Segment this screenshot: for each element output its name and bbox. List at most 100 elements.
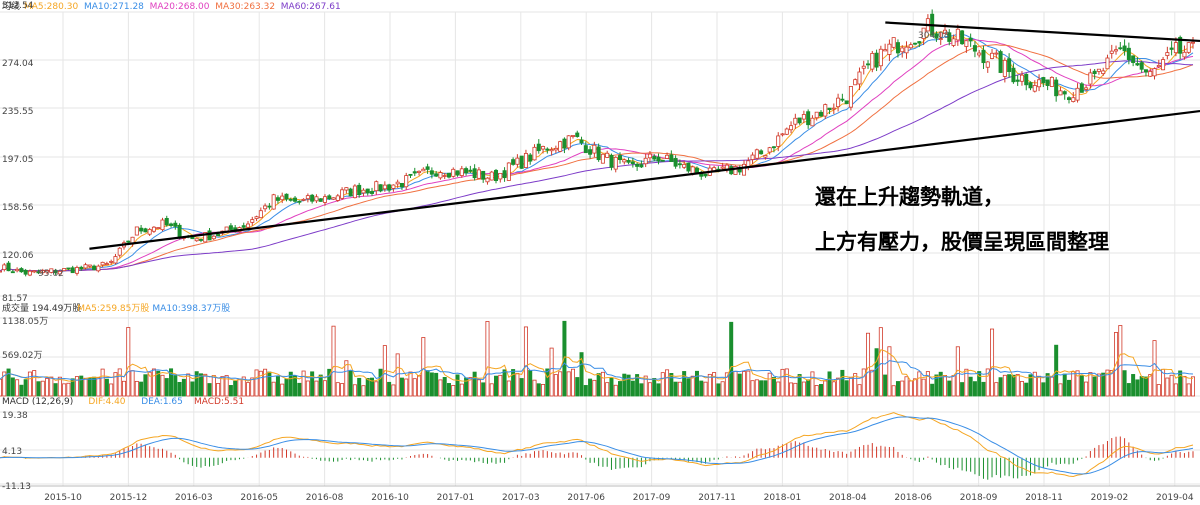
candle-body bbox=[297, 200, 302, 203]
candle-body bbox=[23, 269, 28, 275]
volume-bar bbox=[186, 373, 191, 397]
candle-body bbox=[515, 157, 520, 165]
volume-bar bbox=[335, 382, 340, 397]
volume-bar bbox=[733, 370, 738, 397]
macd-tick-1: 4.13 bbox=[2, 447, 22, 457]
volume-bar bbox=[0, 378, 3, 397]
volume-bar bbox=[866, 332, 871, 397]
volume-bar bbox=[297, 382, 302, 397]
candle-body bbox=[378, 184, 383, 192]
volume-bar bbox=[305, 380, 310, 397]
candle-body bbox=[1071, 97, 1076, 102]
ma30-line bbox=[0, 44, 1194, 272]
volume-bar bbox=[10, 377, 15, 397]
volume-bar bbox=[767, 372, 772, 397]
volume-bar bbox=[951, 375, 956, 397]
candle-body bbox=[994, 52, 999, 55]
x-label-14: 2018-09 bbox=[960, 493, 998, 503]
candle-body bbox=[519, 155, 524, 169]
volume-bar bbox=[622, 373, 627, 397]
candle-body bbox=[823, 104, 828, 117]
volume-bar bbox=[600, 371, 605, 397]
volume-bar bbox=[1178, 370, 1183, 397]
candle-body bbox=[250, 219, 255, 223]
vol-legend-1: MA5:259.85万股 bbox=[77, 303, 149, 314]
ma60-line bbox=[0, 60, 1193, 272]
volume-bar bbox=[720, 381, 725, 397]
candle-body bbox=[267, 205, 272, 208]
dea-line bbox=[0, 416, 1194, 475]
volume-bar bbox=[917, 371, 922, 397]
volume-bar bbox=[1079, 375, 1084, 397]
candle-body bbox=[293, 197, 298, 202]
volume-bar bbox=[639, 383, 644, 397]
candle-body bbox=[464, 168, 469, 174]
candle-body bbox=[429, 170, 434, 175]
volume-bar bbox=[562, 320, 567, 397]
volume-bar bbox=[682, 371, 687, 397]
candle-body bbox=[117, 247, 122, 256]
macd-tick-2: -11.13 bbox=[2, 482, 31, 492]
volume-bar bbox=[652, 377, 657, 397]
candle-body bbox=[147, 229, 152, 235]
candle-body bbox=[288, 198, 293, 201]
candle-body bbox=[558, 141, 563, 152]
x-label-9: 2017-09 bbox=[633, 493, 671, 503]
volume-bar bbox=[724, 372, 729, 397]
volume-bar bbox=[660, 372, 665, 397]
candle-body bbox=[198, 239, 203, 241]
candle-body bbox=[254, 216, 259, 219]
candle-body bbox=[87, 264, 92, 267]
volume-bar bbox=[990, 328, 995, 397]
candle-body bbox=[951, 38, 956, 46]
volume-bar bbox=[891, 385, 896, 397]
candle-body bbox=[27, 270, 32, 276]
volume-bar bbox=[977, 371, 982, 397]
candle-body bbox=[647, 153, 652, 159]
candle-body bbox=[780, 133, 785, 136]
candle-body bbox=[677, 163, 682, 166]
volume-bar bbox=[352, 384, 357, 397]
volume-bar bbox=[408, 371, 413, 397]
volume-bar bbox=[224, 375, 229, 397]
candle-body bbox=[861, 65, 866, 69]
volume-bar bbox=[301, 370, 306, 397]
candle-body bbox=[494, 169, 499, 182]
volume-bar bbox=[699, 380, 704, 397]
candle-body bbox=[472, 168, 477, 179]
x-label-11: 2018-01 bbox=[764, 493, 802, 503]
volume-bar bbox=[502, 369, 507, 397]
candle-body bbox=[643, 157, 648, 165]
candle-body bbox=[357, 184, 362, 196]
candle-body bbox=[771, 146, 776, 149]
volume-bar bbox=[994, 382, 999, 397]
volume-bar bbox=[314, 380, 319, 397]
volume-bar bbox=[455, 374, 460, 397]
candle-body bbox=[70, 267, 75, 274]
candle-body bbox=[1118, 47, 1123, 50]
candle-body bbox=[947, 32, 952, 42]
candle-body bbox=[528, 154, 533, 162]
volume-bar bbox=[737, 373, 742, 397]
volume-bar bbox=[459, 383, 464, 397]
volume-bar bbox=[592, 379, 597, 397]
candle-body bbox=[489, 171, 494, 181]
candle-body bbox=[40, 270, 45, 274]
volume-bar bbox=[549, 347, 554, 397]
macd-tick-0: 19.38 bbox=[2, 411, 28, 421]
volume-bar bbox=[340, 383, 345, 397]
candle-body bbox=[284, 193, 289, 200]
volume-bar bbox=[1062, 373, 1067, 397]
candle-body bbox=[1066, 97, 1071, 101]
candle-body bbox=[1049, 76, 1054, 87]
volume-bar bbox=[635, 374, 640, 397]
annotation-line-2: 上方有壓力，股價呈現區間整理 bbox=[815, 230, 1109, 254]
candle-body bbox=[652, 156, 657, 160]
candle-body bbox=[66, 267, 71, 270]
volume-bar bbox=[545, 368, 550, 397]
candle-body bbox=[626, 160, 631, 163]
volume-bar bbox=[1024, 382, 1029, 397]
candle-body bbox=[455, 170, 460, 176]
volume-bar bbox=[246, 382, 251, 397]
